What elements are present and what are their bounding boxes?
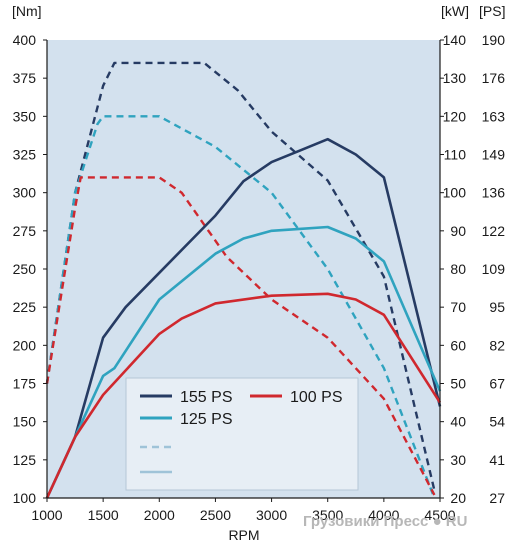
y-tick-label-kw: 50 — [450, 376, 466, 392]
series-line-ps100_power — [45, 292, 442, 499]
y-tick-label-nm: 400 — [13, 32, 37, 48]
y-tick-label-ps: 109 — [482, 261, 506, 277]
x-axis-label: RPM — [228, 527, 259, 543]
y-axis-label-ps: [PS] — [479, 3, 505, 19]
y-tick-label-ps: 41 — [489, 452, 505, 468]
y-axis-label-nm: [Nm] — [12, 3, 42, 19]
y-tick-label-nm: 175 — [13, 376, 37, 392]
y-tick-label-nm: 300 — [13, 185, 37, 201]
y-tick-label-ps: 82 — [489, 337, 505, 353]
y-tick-label-ps: 54 — [489, 414, 505, 430]
y-tick-label-nm: 325 — [13, 147, 37, 163]
x-tick-label: 1000 — [31, 507, 62, 523]
y-tick-label-kw: 130 — [443, 70, 467, 86]
y-tick-label-ps: 95 — [489, 299, 505, 315]
y-tick-label-kw: 140 — [443, 32, 467, 48]
y-tick-label-kw: 40 — [450, 414, 466, 430]
series-line-ps155_power — [45, 137, 442, 499]
y-tick-label-nm: 150 — [13, 414, 37, 430]
y-tick-label-nm: 100 — [13, 490, 37, 506]
y-tick-label-ps: 176 — [482, 70, 506, 86]
y-tick-label-kw: 70 — [450, 299, 466, 315]
y-tick-label-nm: 225 — [13, 299, 37, 315]
legend-label-ps155: 155 PS — [180, 389, 232, 406]
y-tick-label-nm: 275 — [13, 223, 37, 239]
torque-curves — [45, 61, 436, 499]
y-tick-label-kw: 100 — [443, 185, 467, 201]
y-tick-label-ps: 190 — [482, 32, 506, 48]
x-tick-label: 3500 — [312, 507, 343, 523]
y-tick-label-nm: 125 — [13, 452, 37, 468]
series-line-ps125_power — [45, 225, 442, 499]
legend-label-ps100: 100 PS — [290, 389, 342, 406]
y-tick-label-nm: 350 — [13, 108, 37, 124]
y-tick-label-kw: 20 — [450, 490, 466, 506]
y-tick-label-nm: 200 — [13, 337, 37, 353]
x-tick-label: 3000 — [256, 507, 287, 523]
x-tick-label: 4000 — [368, 507, 399, 523]
x-tick-label: 4500 — [424, 507, 455, 523]
y-tick-label-nm: 250 — [13, 261, 37, 277]
y-tick-label-kw: 110 — [444, 147, 467, 163]
y-tick-label-ps: 122 — [482, 223, 506, 239]
legend: 155 PS 100 PS 125 PS — [125, 377, 359, 491]
y-tick-label-ps: 27 — [489, 490, 505, 506]
y-tick-label-kw: 80 — [450, 261, 466, 277]
y-tick-label-ps: 149 — [482, 147, 506, 163]
y-tick-label-ps: 163 — [482, 108, 506, 124]
y-tick-label-kw: 60 — [450, 337, 466, 353]
series-line-ps125_torque — [45, 115, 436, 499]
watermark: Грузовики Пресс ● RU — [303, 513, 467, 530]
y-axis-label-kw: [kW] — [441, 3, 469, 19]
y-tick-label-kw: 30 — [450, 452, 466, 468]
x-tick-label: 2500 — [200, 507, 231, 523]
series-line-ps100_torque — [45, 176, 436, 496]
y-tick-label-kw: 90 — [450, 223, 466, 239]
y-tick-label-ps: 136 — [482, 185, 506, 201]
legend-label-ps125: 125 PS — [180, 411, 232, 428]
y-tick-label-ps: 67 — [489, 376, 505, 392]
x-tick-label: 1500 — [88, 507, 119, 523]
y-tick-label-kw: 120 — [443, 108, 467, 124]
tick-labels: 100 20 27 125 30 41 150 40 54 175 50 67 200 60 82 225 70… — [13, 32, 506, 523]
power-curves — [45, 137, 442, 499]
x-tick-label: 2000 — [144, 507, 175, 523]
y-tick-label-nm: 375 — [13, 70, 37, 86]
